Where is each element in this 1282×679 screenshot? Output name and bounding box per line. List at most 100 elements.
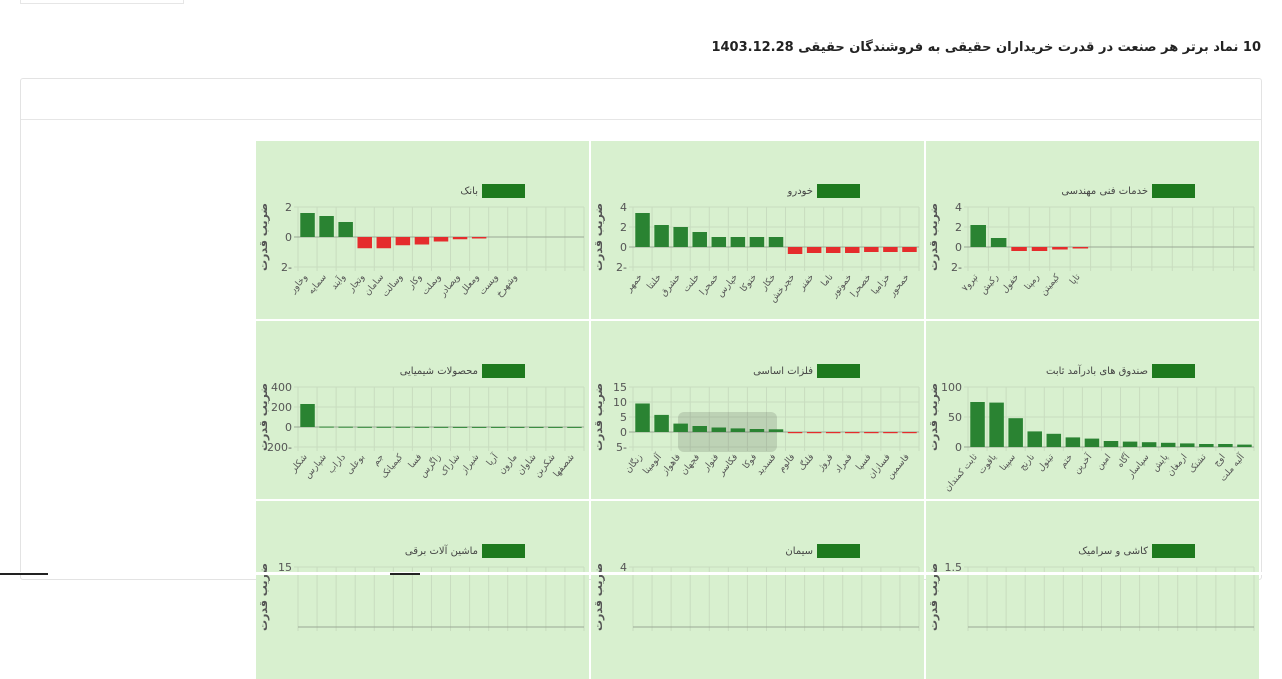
bar [990, 238, 1007, 247]
bar [510, 426, 525, 428]
chart-title: فلزات اساسی [753, 366, 813, 377]
chart-svg: صندوق های بادرآمد ثابت ضریب قدرت 100 50 0ثاب… [927, 364, 1255, 494]
scrollbar-segment [0, 573, 48, 575]
bar [1237, 444, 1252, 447]
chart-panel-automotive: خودرو ضریب قدرت 4 2 0 2- خمهر خلنتا خشرق خلنت خمحر… [591, 141, 924, 319]
bar [1011, 247, 1027, 251]
x-tick-label: رکیش [979, 273, 1001, 297]
x-tick-label: خمحور [887, 273, 912, 300]
bar [433, 237, 449, 242]
bar [338, 222, 353, 237]
chart-title: سیمان [785, 546, 813, 557]
bar [768, 429, 784, 432]
x-tick-label: تاپا [1068, 272, 1083, 287]
bar [1180, 443, 1195, 447]
legend-swatch [1152, 364, 1195, 378]
chart-title: ماشین آلات برقی [405, 544, 478, 557]
legend-swatch [817, 364, 860, 378]
bar [970, 225, 986, 247]
bar [338, 426, 353, 428]
horizontal-scrollbar[interactable] [0, 572, 1282, 575]
x-tick-label: بوعلی [345, 453, 367, 477]
chart-panel-engineering: خدمات فنی مهندسی ضریب قدرت 4 2 0 2- تپرو۷ رکیش خ… [926, 141, 1259, 319]
x-tick-label: زاگرس [417, 451, 444, 479]
y-tick-label: 0 [285, 421, 292, 434]
y-tick-label: 1.5 [945, 561, 963, 574]
y-tick-label: 2- [951, 261, 962, 274]
x-tick-label: تشتک [1187, 452, 1209, 475]
x-tick-label: آخرین [1071, 451, 1095, 476]
x-tick-label: ومعلل [459, 273, 482, 297]
legend-swatch [482, 544, 525, 558]
x-tick-label: سپینا [998, 453, 1018, 474]
x-tick-label: خفول [1000, 273, 1021, 296]
bar [806, 247, 822, 253]
x-tick-label: فمراد [833, 453, 854, 476]
y-axis-label: ضریب قدرت [592, 383, 605, 451]
top-tab-stub[interactable] [20, 0, 184, 4]
bar [548, 426, 563, 428]
chart-title: خودرو [787, 186, 813, 197]
x-tick-label: ثابت کمندان [943, 452, 980, 494]
chart-title: صندوق های بادرآمد ثابت [1046, 364, 1148, 377]
bar [825, 247, 841, 253]
legend-swatch [1152, 544, 1195, 558]
x-tick-label: شاراک [438, 452, 463, 478]
bar [471, 237, 487, 239]
y-tick-label: 100 [941, 381, 962, 394]
chart-panel-bank: بانک ضریب قدرت 2 0 2- وخاور سمایه وآیند وتجار سام… [256, 141, 589, 319]
bar [529, 426, 544, 428]
x-tick-label: ناما [820, 273, 836, 289]
y-tick-label: 0 [955, 441, 962, 454]
x-tick-label: آگاه [1114, 451, 1133, 470]
y-axis-label: ضریب قدرت [257, 203, 270, 271]
y-tick-label: 200- [267, 441, 292, 454]
bar [635, 403, 650, 432]
x-tick-label: اوج [1212, 453, 1228, 469]
chart-panel-chemicals: محصولات شیمیایی ضریب قدرت 400 200 0 200- شکلر ش… [256, 321, 589, 499]
bar [1046, 433, 1062, 447]
card-header-divider [21, 119, 1261, 120]
bar [864, 432, 879, 434]
bar [749, 237, 765, 247]
x-tick-label: وپصادر [437, 273, 462, 300]
y-axis-label: ضریب قدرت [927, 203, 940, 271]
bar [730, 428, 746, 432]
bar [673, 227, 688, 247]
bar [1052, 247, 1068, 250]
legend-swatch [817, 544, 860, 558]
x-tick-label: رمپنا [1023, 273, 1042, 293]
bar [989, 402, 1004, 447]
y-tick-label: 0 [620, 426, 627, 439]
bar [711, 237, 727, 247]
x-tick-label: خپارس [716, 273, 741, 300]
bar [902, 247, 917, 252]
x-tick-label: تیتول [1036, 452, 1056, 473]
y-tick-label: 2- [281, 261, 292, 274]
x-tick-label: خفنر [797, 273, 817, 294]
bar [902, 432, 917, 434]
bar [635, 213, 650, 247]
chart-panel-fixed-income: صندوق های بادرآمد ثابت ضریب قدرت 100 50 0 ثاب… [926, 321, 1259, 499]
bar [970, 402, 985, 447]
x-tick-label: شیراز [459, 453, 481, 477]
bar [845, 247, 860, 253]
y-tick-label: 4 [620, 561, 627, 574]
legend-swatch [817, 184, 860, 198]
x-tick-label: سمایه [307, 273, 329, 297]
hover-highlight [678, 412, 777, 452]
bar [452, 237, 468, 240]
bar [883, 432, 898, 434]
chart-panel-cement: سیمان ضریب قدرت 4 [591, 501, 924, 679]
bar [768, 237, 784, 247]
bar [452, 426, 468, 428]
chart-title: بانک [460, 186, 478, 197]
y-tick-label: 0 [620, 241, 627, 254]
bar [357, 426, 372, 428]
bar [749, 429, 765, 432]
x-tick-label: کیمیاتک [379, 452, 405, 481]
bar [883, 247, 898, 252]
bar [376, 237, 392, 249]
